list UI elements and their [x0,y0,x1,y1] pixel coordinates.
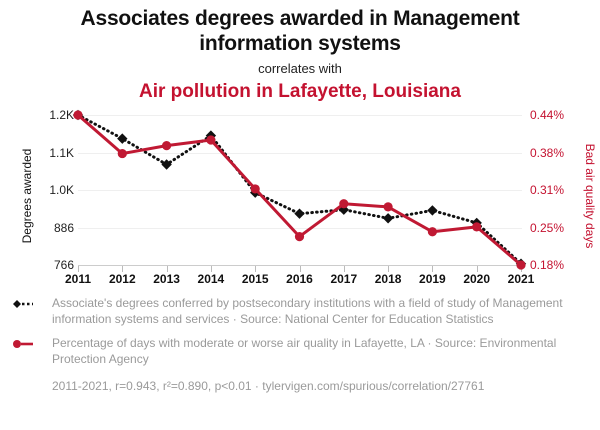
y-axis-right-tick-label: 0.25% [530,220,565,235]
red-circle-solid-line-icon [13,340,33,348]
gridline [78,227,522,229]
data-point-marker [516,260,526,270]
y-axis-right-tick-label: 0.18% [530,258,565,272]
data-point-marker [117,133,128,144]
x-axis-tick-label: 2015 [241,272,269,286]
page-title: Associates degrees awarded in Management… [80,7,520,55]
chart-plot-area: Degrees awarded Bad air quality days 1.2… [0,105,600,295]
data-point-marker [294,232,305,242]
y-axis-left-tick-label: 1.0K [49,183,74,197]
data-point-marker [73,110,83,120]
data-point-marker [117,148,127,159]
y-axis-right-tick-label: 0.38% [530,145,565,160]
x-axis-tick-mark [122,266,124,272]
x-axis-tick-mark [476,266,478,272]
data-point-marker [382,213,394,224]
x-axis-tick-label: 2017 [330,272,358,286]
x-axis-tick-label: 2020 [463,272,491,286]
data-point-marker [250,184,260,194]
y-axis-left-tick-label: 1.1K [49,145,74,160]
x-axis-tick-mark [299,266,301,272]
y-axis-right-tick-label: 0.31% [530,183,565,197]
legend-text-airquality: Percentage of days with moderate or wors… [52,336,557,366]
series-line [76,113,523,267]
page-subtitle: Air pollution in Lafayette, Louisiana [139,81,461,102]
y-axis-left-tick-label: 1.2K [49,108,74,122]
legend-item-degrees: Associate's degrees conferred by postsec… [0,296,600,327]
series-lines [72,109,527,270]
x-axis-tick-label: 2021 [507,272,535,286]
title-block: Associates degrees awarded in Management… [0,0,600,104]
data-point-marker [472,222,482,232]
correlation-connector: correlates with [258,61,342,76]
data-point-marker [383,202,393,212]
legend-footnote: 2011-2021, r=0.943, r²=0.890, p<0.01 · t… [52,379,485,393]
legend-text-degrees: Associate's degrees conferred by postsec… [52,296,563,326]
y-axis-left-tick-label: 886 [53,220,74,235]
x-axis-tick-mark [78,266,79,272]
legend-item-airquality: Percentage of days with moderate or wors… [0,336,600,367]
x-axis-tick-mark [388,266,390,272]
x-axis-tick-mark [210,266,212,272]
series-line [76,113,523,266]
x-axis-tick-mark [343,266,345,272]
y-axis-left-tick-label: 766 [53,258,74,272]
black-diamond-dotted-line-icon [13,300,33,308]
y-axis-right-tick-label: 0.44% [530,108,565,122]
x-axis-tick-label: 2019 [419,272,446,286]
x-axis-tick-label: 2012 [108,272,136,286]
gridline [78,152,522,154]
gridline [78,190,522,191]
x-axis-tick-label: 2016 [286,272,313,286]
x-axis-tick-label: 2018 [374,272,402,286]
data-point-marker [162,141,172,151]
data-point-marker [339,199,349,209]
data-point-marker [206,135,216,145]
data-point-marker [294,208,305,219]
gridline [78,265,522,266]
gridline [78,115,522,116]
x-axis-tick-mark [432,266,434,272]
x-axis-tick-mark [255,266,257,272]
x-axis-tick-label: 2013 [153,272,180,286]
data-point-marker [427,227,437,237]
x-axis-tick-label: 2011 [64,272,92,286]
x-axis-tick-mark [166,266,168,272]
data-point-marker [427,205,438,216]
chart-legend: Associate's degrees conferred by postsec… [0,296,600,395]
x-axis-tick-label: 2014 [197,272,225,286]
